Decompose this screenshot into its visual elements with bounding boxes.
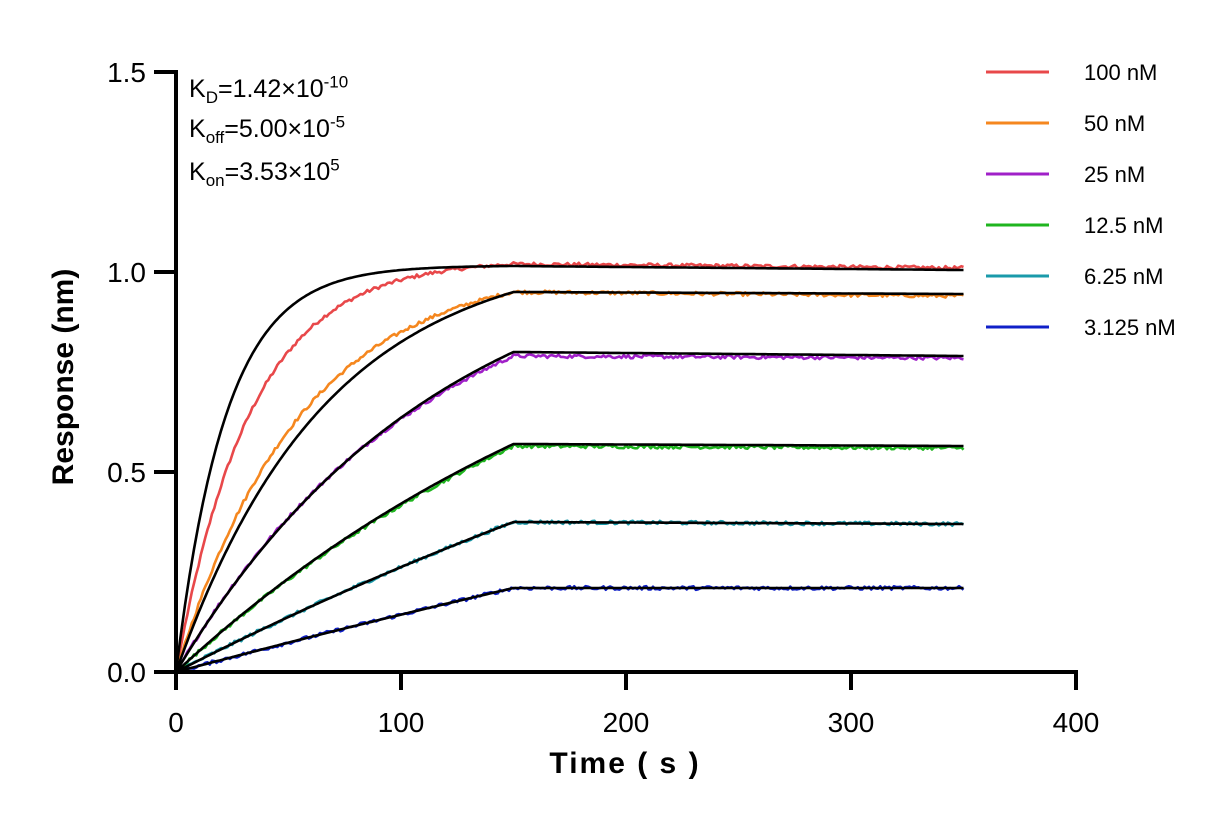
x-tick-label: 400 [1053,707,1100,738]
x-tick-label: 0 [168,707,184,738]
fit-line-6.25nM [175,520,964,674]
legend-label: 12.5 nM [1084,213,1164,238]
constant-exponent: -10 [323,72,349,92]
y-tick-label: 1.5 [107,57,146,88]
legend-label: 25 nM [1084,162,1145,187]
kinetic-constant-D: KD=1.42×10-10 [189,74,348,106]
legend-label: 100 nM [1084,60,1157,85]
legend-label: 3.125 nM [1084,315,1176,340]
kinetic-constant-on: Kon=3.53×105 [189,157,340,189]
y-tick-label: 0.5 [107,457,146,488]
x-axis-title: Time ( s ) [549,747,700,780]
fit-line-50nM [174,290,964,673]
legend-label: 50 nM [1084,111,1145,136]
constant-subscript: D [205,88,218,107]
constant-symbol: K [189,75,206,103]
kinetic-constant-off: Koff=5.00×10-5 [189,114,345,146]
constant-exponent: 5 [330,155,340,175]
legend-label: 6.25 nM [1084,264,1164,289]
tick-layer: 0 100 200 300 400 0.0 0.5 1.0 1.5 [107,57,1099,738]
series-line-12.5nM [175,443,965,673]
constant-subscript: off [205,128,225,147]
y-axis-title: Response (nm) [47,269,80,486]
series-line-6.25nM [175,519,965,674]
constant-symbol: K [189,115,206,143]
constant-value: =3.53×10 [224,158,331,186]
y-tick-label: 0.0 [107,657,146,688]
fit-line-25nM [174,350,964,673]
constant-subscript: on [205,171,225,190]
y-tick-label: 1.0 [107,257,146,288]
legend: 100 nM 50 nM 25 nM 12.5 nM 6.25 nM 3.125 nM [986,60,1176,340]
x-tick-label: 200 [603,707,650,738]
x-tick-label: 100 [378,707,425,738]
constant-value: =5.00×10 [224,115,330,143]
constant-exponent: -5 [329,112,346,132]
fit-layer [174,264,964,674]
series-line-100nM [174,261,964,673]
series-line-3.125nM [175,584,965,674]
constant-symbol: K [189,158,206,186]
fit-line-3.125nM [175,586,964,674]
fit-line-100nM [174,264,964,673]
series-layer [174,261,965,674]
constant-value: =1.42×10 [217,75,324,103]
x-tick-label: 300 [828,707,875,738]
fit-line-12.5nM [175,442,964,673]
